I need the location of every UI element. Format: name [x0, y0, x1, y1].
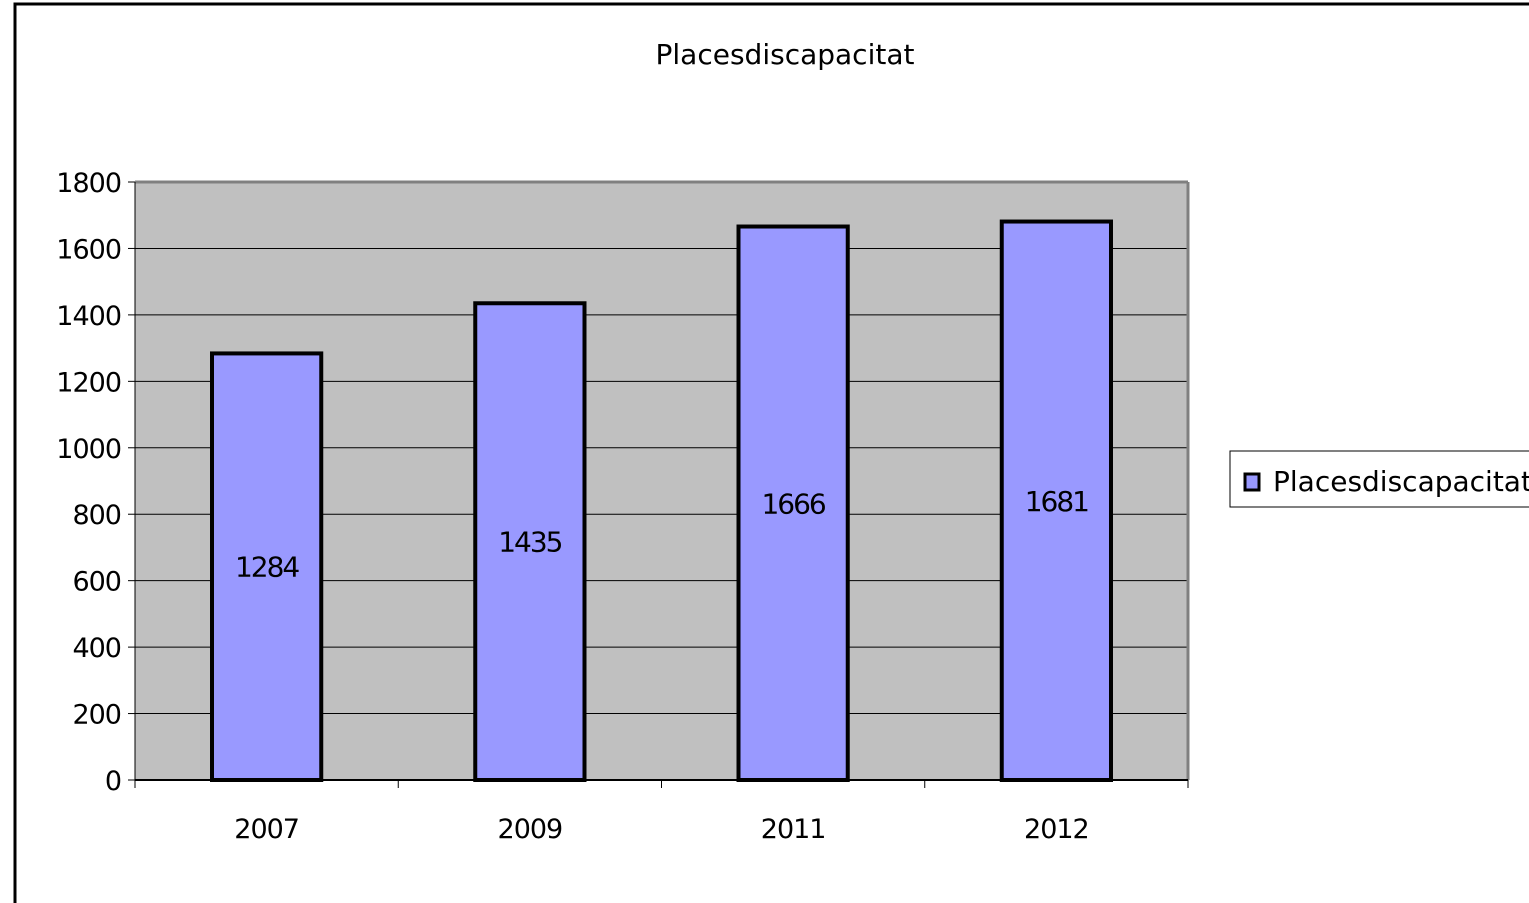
bar [736, 224, 850, 783]
bar [999, 219, 1113, 783]
y-tick-label: 1600 [56, 234, 121, 265]
legend-swatch [1243, 472, 1261, 492]
y-tick-label: 1400 [56, 301, 121, 332]
data-label: 1435 [498, 526, 561, 559]
legend-label: Placesdiscapacitat [1273, 465, 1529, 498]
y-tick-label: 600 [72, 567, 121, 598]
x-tick-label: 2012 [1024, 814, 1089, 845]
bar [473, 301, 587, 782]
data-label: 1681 [1025, 485, 1088, 518]
y-tick-label: 0 [105, 766, 121, 797]
chart-title: Placesdiscapacitat [656, 38, 915, 71]
plot-area: 0 200 400 600 800 1000 1200 1400 1600 1800 1284 200… [56, 168, 1190, 845]
data-label: 1666 [761, 487, 825, 520]
x-tick-label: 2007 [234, 814, 299, 845]
y-tick-label: 800 [72, 500, 121, 531]
x-tick-label: 2009 [498, 814, 563, 845]
legend: Placesdiscapacitat [1229, 450, 1529, 508]
x-tick-label: 2011 [761, 814, 826, 845]
legend-box [1229, 450, 1529, 508]
y-tick-label: 1800 [56, 168, 121, 199]
data-label: 1284 [235, 551, 299, 584]
y-tick-label: 1000 [56, 434, 121, 465]
y-tick-label: 1200 [56, 367, 121, 398]
y-tick-label: 400 [72, 633, 121, 664]
y-tick-label: 200 [72, 700, 121, 731]
